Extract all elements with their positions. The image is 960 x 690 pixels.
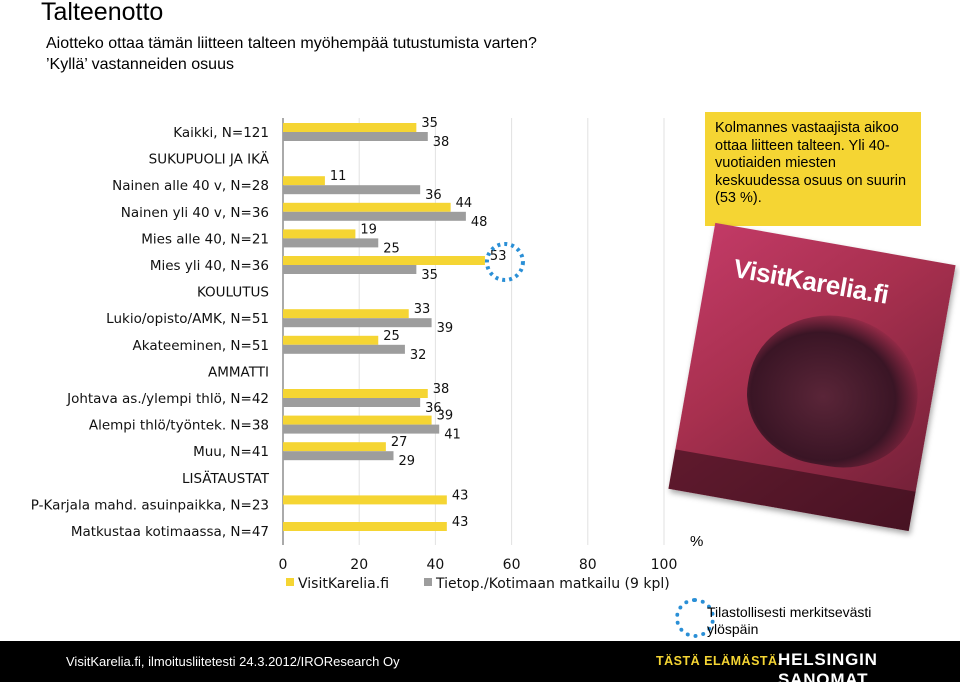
data-label: 48 (471, 215, 488, 230)
publisher-logo: HELSINGIN SANOMAT (778, 650, 878, 689)
data-label: 35 (421, 268, 438, 283)
data-label: 29 (398, 454, 415, 469)
data-label: 38 (433, 135, 450, 150)
x-tick-label: 40 (426, 557, 444, 573)
summary-note: Kolmannes vastaajista aikoo ottaa liitte… (705, 112, 921, 226)
footer-source: VisitKarelia.fi, ilmoitusliitetesti 24.3… (66, 654, 400, 669)
bar-tietop (283, 211, 466, 221)
x-tick-label: 0 (279, 557, 288, 573)
category-label: Johtava as./ylempi thlö, N=42 (66, 391, 269, 407)
legend-swatch-visitkarelia (286, 578, 294, 586)
bar-tietop (283, 185, 421, 195)
data-label: 32 (410, 348, 427, 363)
percent-unit-label: % (690, 533, 704, 550)
bear-image (736, 302, 930, 480)
bar-visitkarelia (283, 495, 447, 505)
data-label: 44 (456, 196, 473, 211)
group-heading: AMMATTI (208, 364, 269, 380)
page-title: Talteenotto (41, 0, 164, 26)
bar-tietop (283, 424, 440, 434)
category-label: Alempi thlö/työntek. N=38 (89, 418, 269, 434)
data-label: 35 (421, 116, 438, 131)
bar-tietop (283, 132, 428, 141)
data-label: 19 (360, 222, 377, 237)
data-label: 33 (414, 302, 431, 317)
category-label: P-Karjala mahd. asuinpaikka, N=23 (31, 497, 269, 513)
footer-bar: VisitKarelia.fi, ilmoitusliitetesti 24.3… (0, 641, 960, 689)
bar-tietop (283, 318, 432, 328)
bar-tietop (283, 398, 421, 407)
category-label: Lukio/opisto/AMK, N=51 (106, 311, 269, 327)
bar-chart: Kaikki, N=121 35 38 SUKUPUOLI JA IKÄ Nainen … (31, 116, 678, 592)
legend-swatch-tietop (424, 578, 432, 586)
category-label: Mies yli 40, N=36 (150, 258, 269, 274)
category-label: Akateeminen, N=51 (133, 338, 269, 354)
category-label: Nainen alle 40 v, N=28 (112, 178, 269, 194)
data-label: 43 (452, 515, 469, 530)
significance-footnote: Tilastollisesti merkitsevästi ylöspäin (707, 604, 872, 637)
data-label: 36 (425, 401, 442, 416)
bar-visitkarelia (283, 202, 451, 212)
x-tick-label: 80 (579, 557, 597, 573)
bar-visitkarelia (283, 256, 485, 265)
bar-visitkarelia (283, 335, 379, 345)
data-label: 43 (452, 488, 469, 503)
legend-label-tietop: Tietop./Kotimaan matkailu (9 kpl) (435, 576, 670, 592)
legend-label-visitkarelia: VisitKarelia.fi (298, 576, 389, 592)
group-heading: LISÄTAUSTAT (182, 469, 270, 487)
significance-circle (484, 242, 525, 282)
cover-bottom-strip (668, 449, 916, 532)
bar-visitkarelia (283, 123, 417, 132)
question-subtitle: ’Kyllä’ vastanneiden osuus (46, 56, 234, 73)
bar-visitkarelia (283, 442, 386, 452)
data-label: 25 (383, 241, 400, 256)
data-label: 39 (437, 321, 454, 336)
category-label: Nainen yli 40 v, N=36 (121, 205, 269, 221)
data-label: 25 (383, 329, 400, 344)
x-tick-label: 20 (350, 557, 368, 573)
bar-visitkarelia (283, 229, 356, 239)
data-label: 11 (330, 169, 347, 184)
magazine-cover-image: VisitKarelia.fi (668, 222, 956, 532)
data-label: 39 (437, 409, 454, 424)
cover-brand-text: VisitKarelia.fi (731, 252, 891, 310)
data-label: 27 (391, 435, 408, 450)
category-label: Matkustaa kotimaassa, N=47 (71, 524, 269, 540)
question-text: Aiotteko ottaa tämän liitteen talteen my… (46, 35, 537, 52)
bar-visitkarelia (283, 522, 447, 531)
category-label: Muu, N=41 (193, 444, 269, 460)
data-label: 38 (433, 382, 450, 397)
data-label: 36 (425, 188, 442, 203)
group-heading: KOULUTUS (197, 285, 269, 301)
bar-tietop (283, 451, 394, 461)
bar-visitkarelia (283, 415, 432, 425)
bar-visitkarelia (283, 176, 325, 186)
bar-tietop (283, 344, 405, 354)
category-label: Mies alle 40, N=21 (141, 231, 269, 247)
group-heading: SUKUPUOLI JA IKÄ (149, 150, 270, 168)
category-label: Kaikki, N=121 (173, 125, 269, 141)
bar-tietop (283, 265, 417, 274)
x-tick-label: 100 (651, 557, 678, 573)
data-label: 41 (444, 428, 461, 443)
bar-visitkarelia (283, 309, 409, 319)
bar-tietop (283, 238, 379, 248)
significance-marker-icon (675, 598, 715, 638)
x-tick-label: 60 (503, 557, 521, 573)
footer-slogan: TÄSTÄ ELÄMÄSTÄ. (656, 654, 782, 668)
bar-visitkarelia (283, 389, 428, 398)
data-label: 53 (490, 249, 507, 264)
